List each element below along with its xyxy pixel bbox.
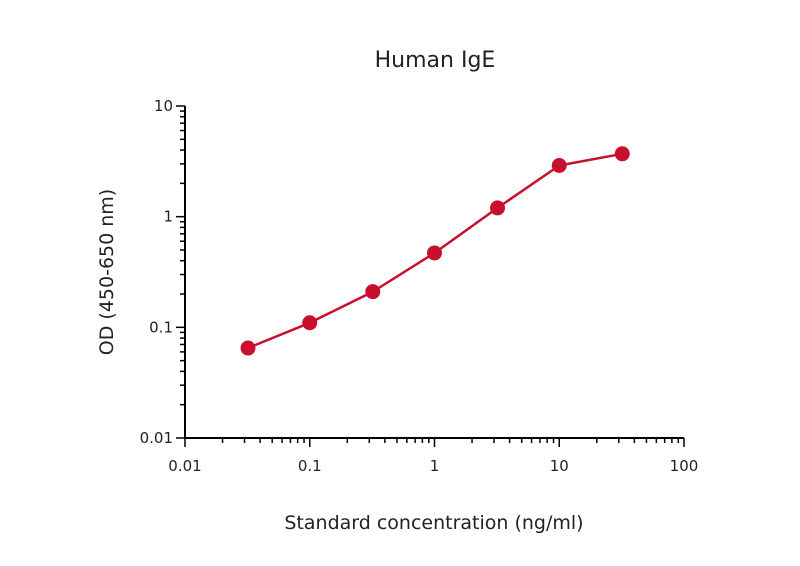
ticks (176, 105, 685, 447)
series (240, 146, 630, 356)
x-tick-label: 100 (670, 457, 699, 475)
y-tick-label: 10 (154, 97, 173, 115)
y-axis-label: OD (450-650 nm) (96, 189, 118, 355)
x-tick-label: 0.01 (168, 457, 201, 475)
y-tick-label: 0.1 (149, 318, 173, 336)
data-point (427, 245, 442, 261)
data-point (614, 146, 630, 162)
y-tick-label: 1 (163, 208, 173, 226)
x-tick-label: 1 (430, 457, 440, 475)
data-point (302, 315, 318, 331)
chart-title: Human IgE (375, 48, 496, 73)
data-point (365, 284, 381, 300)
data-point (490, 200, 506, 216)
x-tick-label: 0.1 (298, 457, 322, 475)
x-axis-label: Standard concentration (ng/ml) (284, 512, 583, 534)
x-tick-label: 10 (550, 457, 569, 475)
data-point (551, 157, 567, 173)
tick-labels: 0.01 0.1 1 10 100 0.01 0.1 1 10 (140, 97, 699, 475)
y-tick-label: 0.01 (140, 429, 173, 447)
data-point (240, 340, 256, 356)
